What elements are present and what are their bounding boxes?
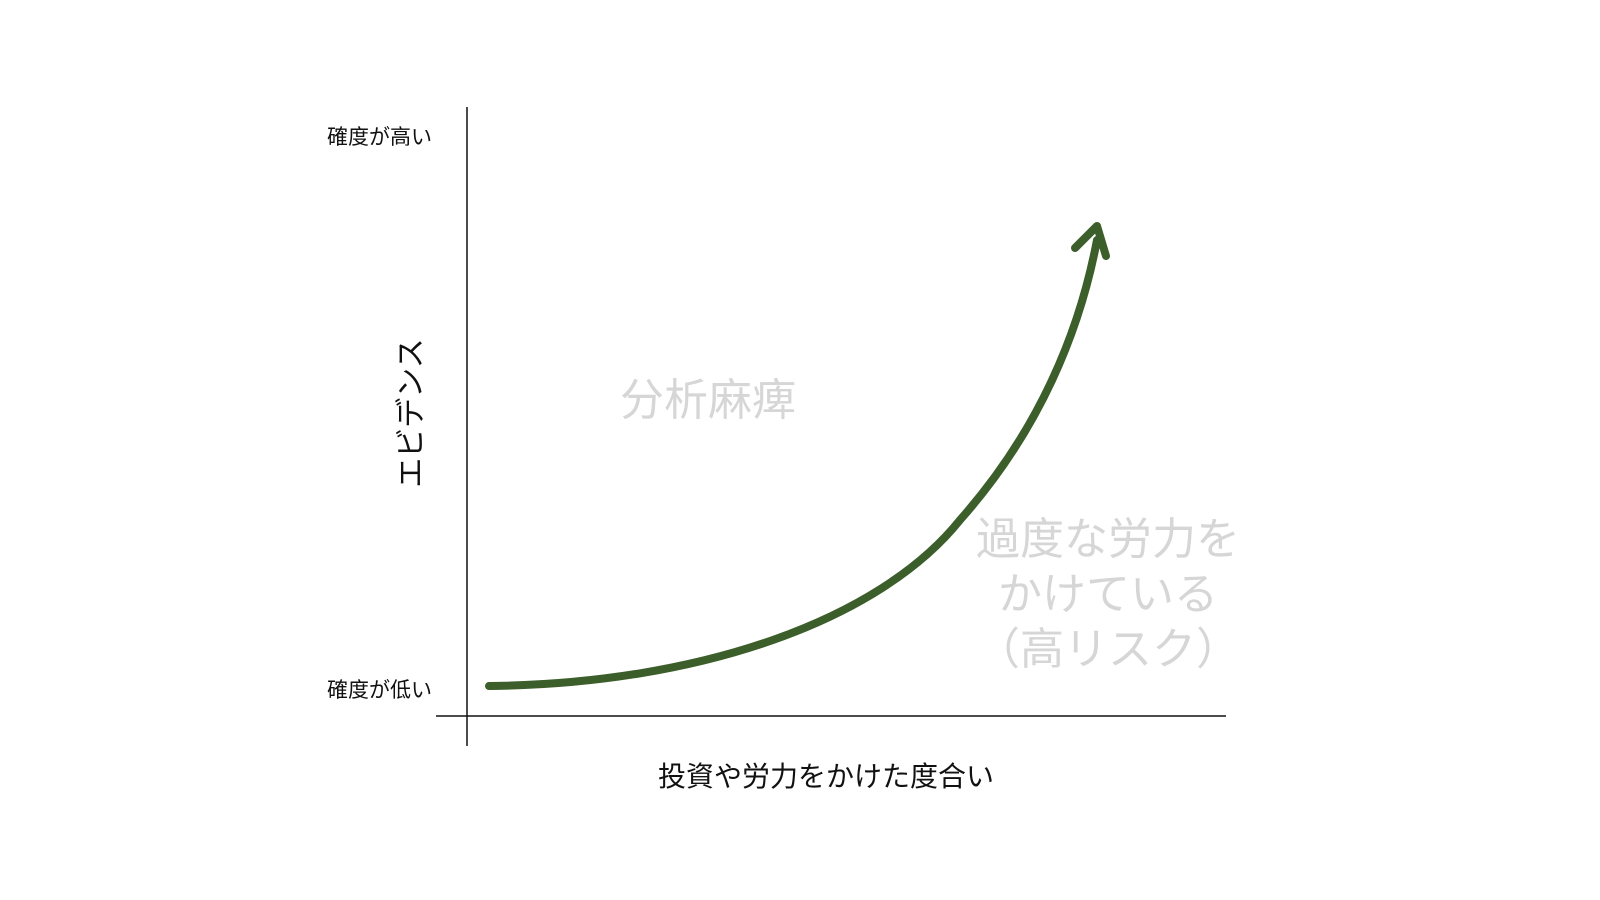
region-label-overeffort: 過度な労力を かけている （高リスク） <box>976 512 1240 677</box>
arrow-head-icon <box>1071 222 1110 260</box>
y-axis-title: エビデンス <box>394 338 429 488</box>
region-overeffort-line3: （高リスク） <box>976 624 1240 675</box>
y-high-label: 確度が高い <box>327 125 432 149</box>
x-axis-title: 投資や労力をかけた度合い <box>657 760 995 793</box>
region-overeffort-line2: かけている <box>998 569 1218 620</box>
region-overeffort-line1: 過度な労力を <box>976 514 1240 565</box>
region-label-analysis-paralysis: 分析麻痺 <box>620 375 796 426</box>
y-low-label: 確度が低い <box>327 678 432 702</box>
growth-curve <box>485 236 1101 690</box>
